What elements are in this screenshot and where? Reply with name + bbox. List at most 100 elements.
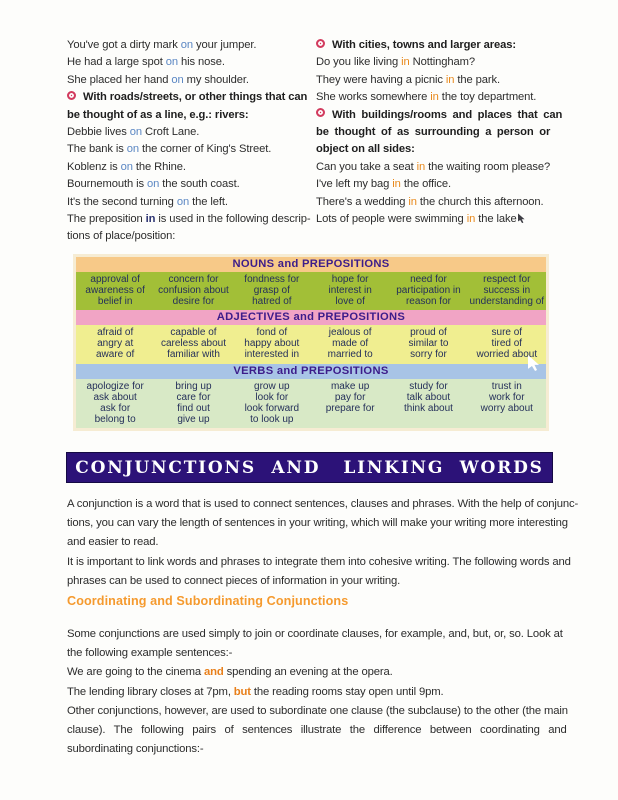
- text-line: Can you take a seat in the waiting room …: [316, 159, 558, 176]
- table-cell-entry: proud of: [410, 327, 447, 339]
- text-segment: She works somewhere: [316, 91, 431, 104]
- text-segment: the church this afternoon.: [416, 195, 544, 208]
- table-cell-entry: angry at: [97, 338, 134, 350]
- text-line: It's the second turning on the left.: [67, 194, 319, 211]
- table-cell-entry: interested in: [244, 349, 300, 361]
- text-segment: and easier to read.: [67, 536, 159, 549]
- text-segment: the lake: [475, 213, 517, 226]
- table-cell-entry: happy about: [244, 338, 300, 350]
- text-segment: the Rhine.: [132, 160, 186, 173]
- table-cell-entry: talk about: [406, 391, 451, 403]
- text-segment: clause). The following pairs of sentence…: [67, 724, 567, 737]
- table-cell-entry: similar to: [408, 338, 449, 350]
- text-line: You've got a dirty mark on your jumper.: [67, 37, 319, 54]
- table-row-adjectives: afraid of angry at aware of capable of carel…: [76, 325, 546, 364]
- table-cell-entry: approval of: [90, 274, 140, 285]
- table-cell: jealous of made of married to: [311, 325, 389, 363]
- text-segment: Nottingham?: [409, 56, 476, 69]
- text-line: It is important to link words and phrase…: [67, 553, 571, 572]
- text-line: She works somewhere in the toy departmen…: [316, 89, 558, 106]
- text-line: and easier to read.: [67, 533, 557, 552]
- text-line: subordinating conjunctions:-: [67, 740, 557, 759]
- table-cell: fond of happy about interested in: [233, 325, 311, 363]
- table-cell-entry: think about: [404, 402, 453, 414]
- text-line: Other conjunctions, however, are used to…: [67, 702, 568, 721]
- highlighted-word: in: [392, 178, 401, 191]
- table-cell: study for talk about think about: [389, 379, 467, 428]
- highlighted-word: on: [146, 178, 160, 191]
- text-segment: With cities, towns and larger areas:: [332, 39, 517, 51]
- table-cell-entry: fondness for: [244, 274, 300, 285]
- table-row-nouns: approval of awareness of belief in concern …: [76, 272, 546, 311]
- table-cell: need for participation in reason for: [389, 272, 467, 310]
- text-segment: be thought of as a line, e.g.: rivers:: [67, 108, 249, 121]
- text-line: The lending library closes at 7pm, but t…: [67, 683, 557, 702]
- table-cell: fondness for grasp of hatred of: [233, 272, 311, 310]
- table-cell-entry: trust in: [491, 380, 522, 392]
- text-segment: spending an evening at the opera.: [223, 666, 393, 679]
- table-cell-entry: aware of: [95, 349, 135, 361]
- text-segment: With roads/streets, or other things that…: [83, 91, 308, 104]
- table-cell-entry: study for: [409, 380, 448, 392]
- table-cell-entry: made of: [332, 338, 369, 350]
- highlighted-word: on: [176, 195, 190, 208]
- text-segment: Croft Lane.: [142, 126, 200, 139]
- highlighted-word: in: [408, 195, 417, 208]
- text-line: clause). The following pairs of sentence…: [67, 721, 567, 740]
- right-column: With cities, towns and larger areas: Do y…: [316, 37, 562, 228]
- text-segment: subordinating conjunctions:-: [67, 743, 204, 756]
- table-cell-entry: ask for: [100, 402, 131, 414]
- table-cell-entry: confusion about: [158, 285, 229, 297]
- text-line: With cities, towns and larger areas:: [316, 37, 558, 54]
- table-cell-entry: tired of: [491, 338, 523, 350]
- table-cell-entry: belong to: [94, 413, 136, 425]
- text-segment: It's the second turning: [67, 195, 177, 208]
- table-cell-entry: care for: [176, 391, 211, 403]
- text-line: object on all sides:: [316, 141, 558, 158]
- table-section-header-nouns: NOUNS and PREPOSITIONS: [76, 257, 546, 272]
- text-line: be thought of as surrounding a person or: [316, 124, 558, 141]
- text-segment: object on all sides:: [316, 143, 415, 156]
- text-line: With buildings/rooms and places that can: [316, 107, 562, 124]
- highlighted-word: on: [180, 39, 193, 51]
- table-cell-entry: love of: [335, 296, 365, 308]
- table-cell-entry: desire for: [172, 296, 215, 308]
- text-line: She placed her hand on my shoulder.: [67, 72, 319, 89]
- table-cell-entry: give up: [177, 413, 210, 425]
- text-segment: the corner of King's Street.: [139, 143, 272, 156]
- table-cell-entry: make up: [330, 380, 370, 392]
- left-column: You've got a dirty mark on your jumper. H…: [67, 37, 319, 246]
- highlighted-word: on: [171, 73, 184, 86]
- section-banner-title: CONJUNCTIONS AND LINKING WORDS: [75, 457, 544, 478]
- table-cell-entry: afraid of: [97, 327, 134, 339]
- text-segment: the office.: [400, 178, 452, 191]
- table-cell: bring up care for find out give up: [154, 379, 232, 428]
- text-line: Debbie lives on Croft Lane.: [67, 124, 319, 141]
- text-line: The bank is on the corner of King's Stre…: [67, 141, 319, 158]
- table-cell-entry: fond of: [256, 327, 288, 339]
- text-segment: We are going to the cinema: [67, 666, 205, 679]
- table-cell: hope for interest in love of: [311, 272, 389, 310]
- text-line: tions of place/position:: [67, 228, 319, 245]
- table-cell: approval of awareness of belief in: [76, 272, 154, 310]
- section-banner: CONJUNCTIONS AND LINKING WORDS: [66, 452, 553, 483]
- text-segment: is used in the following descrip-: [155, 213, 311, 226]
- table-cell: respect for success in understanding of: [468, 272, 546, 310]
- text-segment: the following example sentences:-: [67, 647, 233, 660]
- text-line: be thought of as a line, e.g.: rivers:: [67, 107, 319, 124]
- text-line: the following example sentences:-: [67, 644, 557, 663]
- table-cell: apologize for ask about ask for belong to: [76, 379, 154, 428]
- text-line: The preposition in is used in the follow…: [67, 211, 319, 228]
- body-paragraphs: Some conjunctions are used simply to joi…: [67, 625, 568, 759]
- text-segment: the south coast.: [159, 178, 240, 191]
- table-cell: make up pay for prepare for: [311, 379, 389, 428]
- prepositions-table: NOUNS and PREPOSITIONS approval of awarene…: [76, 257, 546, 428]
- text-segment: the toy department.: [438, 91, 537, 104]
- table-cell-entry: hope for: [331, 274, 369, 285]
- table-cell-entry: respect for: [483, 274, 531, 285]
- text-line: Do you like living in Nottingham?: [316, 54, 558, 71]
- subheading-coordinating-subordinating: Coordinating and Subordinating Conjuncti…: [67, 594, 349, 608]
- table-cell-entry: belief in: [97, 296, 133, 308]
- table-cell-entry: careless about: [160, 338, 227, 350]
- text-line: A conjunction is a word that is used to …: [67, 495, 578, 514]
